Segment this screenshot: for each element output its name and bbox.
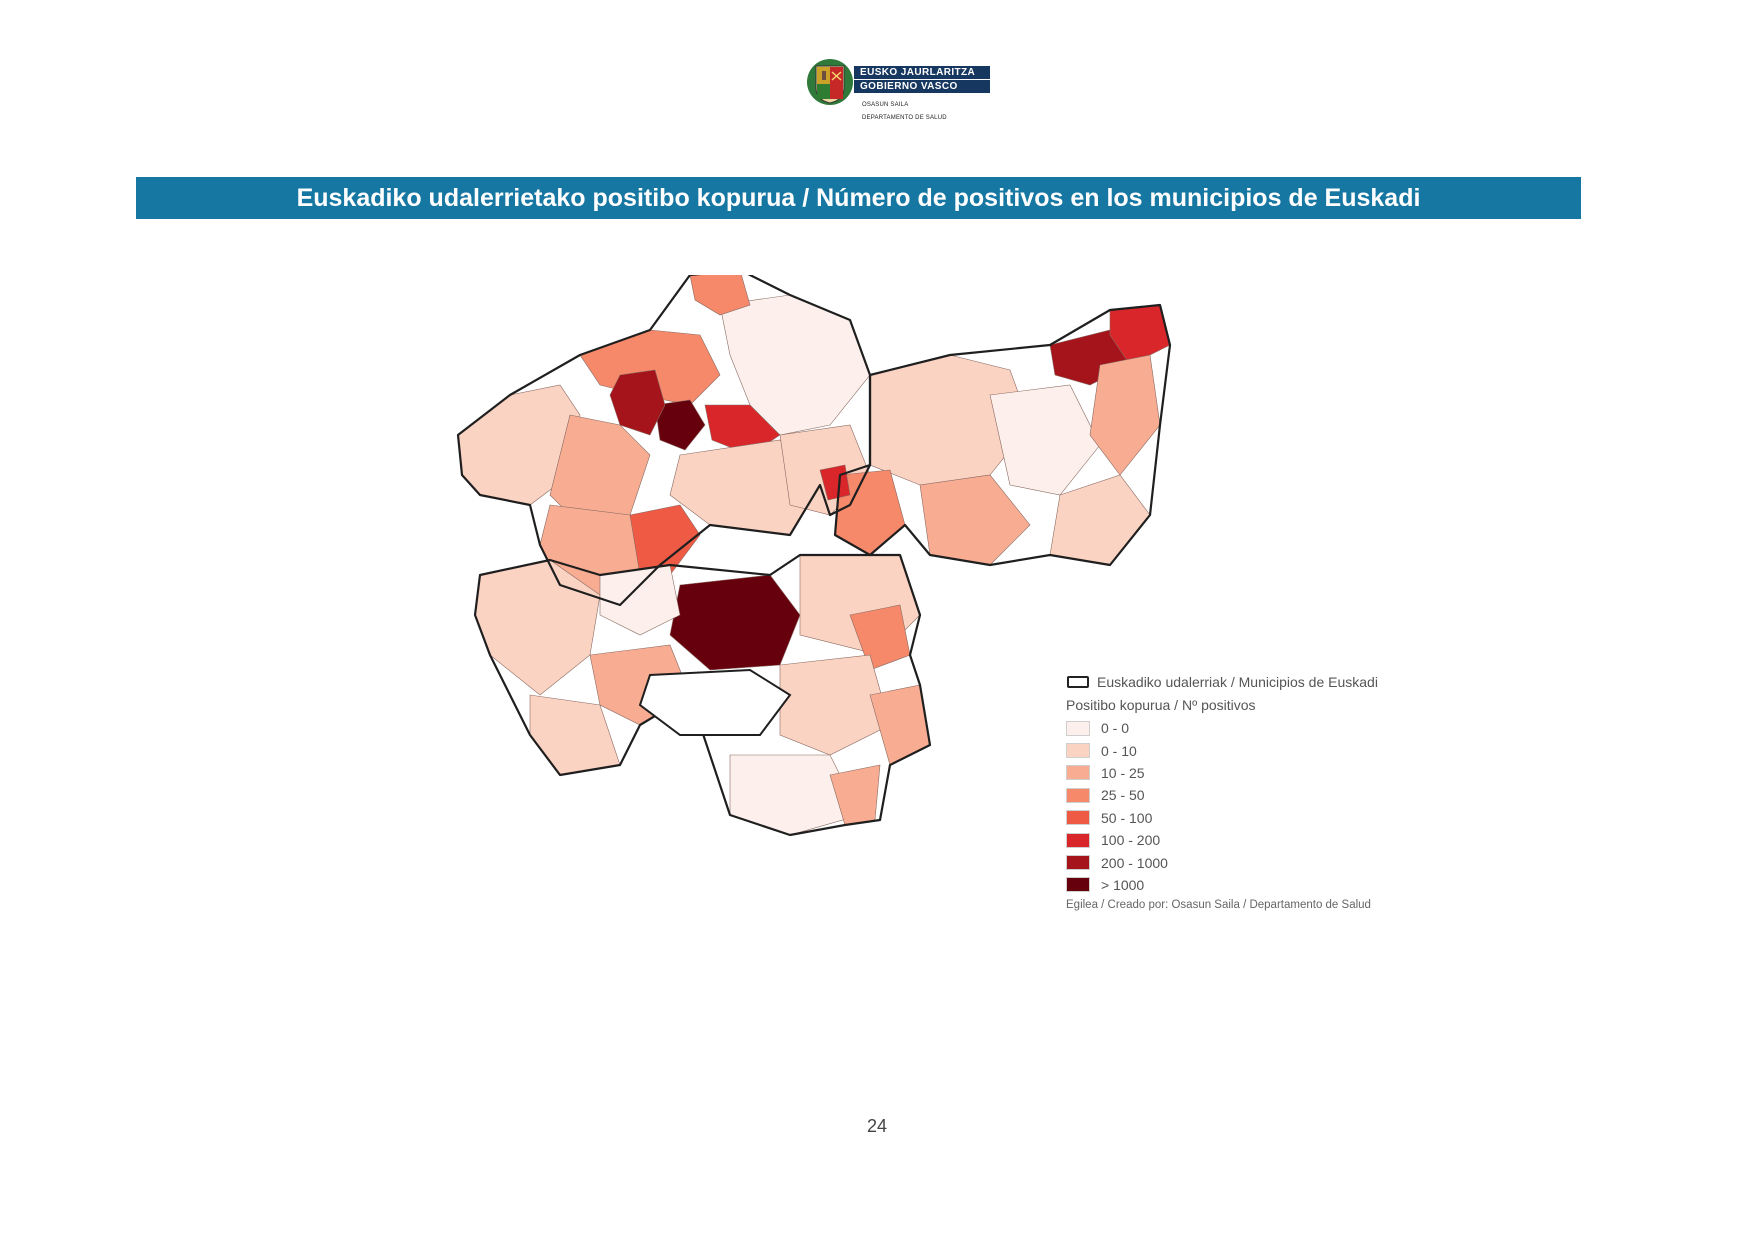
legend-class-label: 100 - 200 — [1101, 832, 1161, 849]
trevino-enclave — [638, 668, 792, 736]
map-legend: Euskadiko udalerriak / Municipios de Eus… — [1066, 670, 1396, 911]
legend-swatch — [1066, 810, 1090, 826]
legend-class-label: 25 - 50 — [1101, 787, 1145, 804]
araba-rioja-area — [729, 754, 861, 836]
gipuzkoa-boundary — [833, 303, 1172, 567]
legend-class-row: 0 - 0 — [1066, 717, 1396, 739]
logo-line-basque: EUSKO JAURLARITZA — [854, 66, 990, 80]
legend-class-label: 200 - 1000 — [1101, 854, 1168, 871]
legend-classes: 0 - 0 0 - 10 10 - 25 25 - 50 50 - 100 100 - 2… — [1066, 717, 1396, 896]
bizkaia-arratia — [629, 504, 701, 576]
legend-swatch — [1066, 720, 1090, 736]
province-boundaries — [456, 275, 1172, 837]
department-basque: OSASUN SAILA — [862, 102, 909, 108]
araba-north-area — [599, 564, 681, 636]
municipalities-map — [456, 275, 1172, 837]
legend-class-label: > 1000 — [1101, 876, 1145, 893]
gipuzkoa-bidasoa-area — [1089, 354, 1161, 476]
municipality-fills — [457, 275, 1171, 836]
legend-class-label: 0 - 10 — [1101, 742, 1137, 759]
legend-class-row: 50 - 100 — [1066, 807, 1396, 829]
legend-swatch — [1066, 765, 1090, 781]
map-credit: Egilea / Creado por: Osasun Saila / Depa… — [1066, 899, 1371, 912]
boundary-label: Euskadiko udalerriak / Municipios de Eus… — [1097, 674, 1378, 690]
bizkaia-nervion-area — [609, 369, 666, 436]
legend-swatch — [1066, 787, 1090, 803]
bizkaia-boundary — [456, 275, 872, 607]
legend-swatch — [1066, 877, 1090, 893]
page-number: 24 — [866, 1116, 888, 1136]
coat-of-arms-icon — [807, 59, 853, 105]
bizkaia-bilbao-area — [654, 399, 706, 451]
legend-class-row: 0 - 10 — [1066, 739, 1396, 761]
legend-swatch — [1066, 855, 1090, 871]
legend-swatch — [1066, 743, 1090, 759]
gipuzkoa-goierri-area — [989, 384, 1101, 496]
araba-montana-area — [779, 654, 891, 756]
bizkaia-lea-area — [689, 275, 751, 316]
araba-boundary — [473, 553, 932, 837]
legend-class-row: 25 - 50 — [1066, 784, 1396, 806]
boundary-swatch — [1067, 676, 1089, 688]
legend-swatch — [1066, 832, 1090, 848]
page-title: Euskadiko udalerrietako positibo kopurua… — [136, 177, 1581, 219]
legend-class-row: 10 - 25 — [1066, 762, 1396, 784]
legend-boundary-row: Euskadiko udalerriak / Municipios de Eus… — [1066, 670, 1396, 694]
legend-class-label: 0 - 0 — [1101, 720, 1130, 737]
legend-class-row: 200 - 1000 — [1066, 851, 1396, 873]
legend-class-label: 10 - 25 — [1101, 764, 1145, 781]
araba-vitoria-area — [669, 574, 801, 671]
legend-class-row: 100 - 200 — [1066, 829, 1396, 851]
government-logo: EUSKO JAURLARITZA GOBIERNO VASCO OSASUN … — [806, 56, 990, 126]
gipuzkoa-central-area — [919, 474, 1031, 566]
logo-line-spanish: GOBIERNO VASCO — [854, 80, 990, 94]
legend-class-row: > 1000 — [1066, 874, 1396, 896]
legend-heading: Positibo kopurua / Nº positivos — [1066, 697, 1256, 713]
legend-class-label: 50 - 100 — [1101, 809, 1153, 826]
department-spanish: DEPARTAMENTO DE SALUD — [862, 115, 947, 121]
